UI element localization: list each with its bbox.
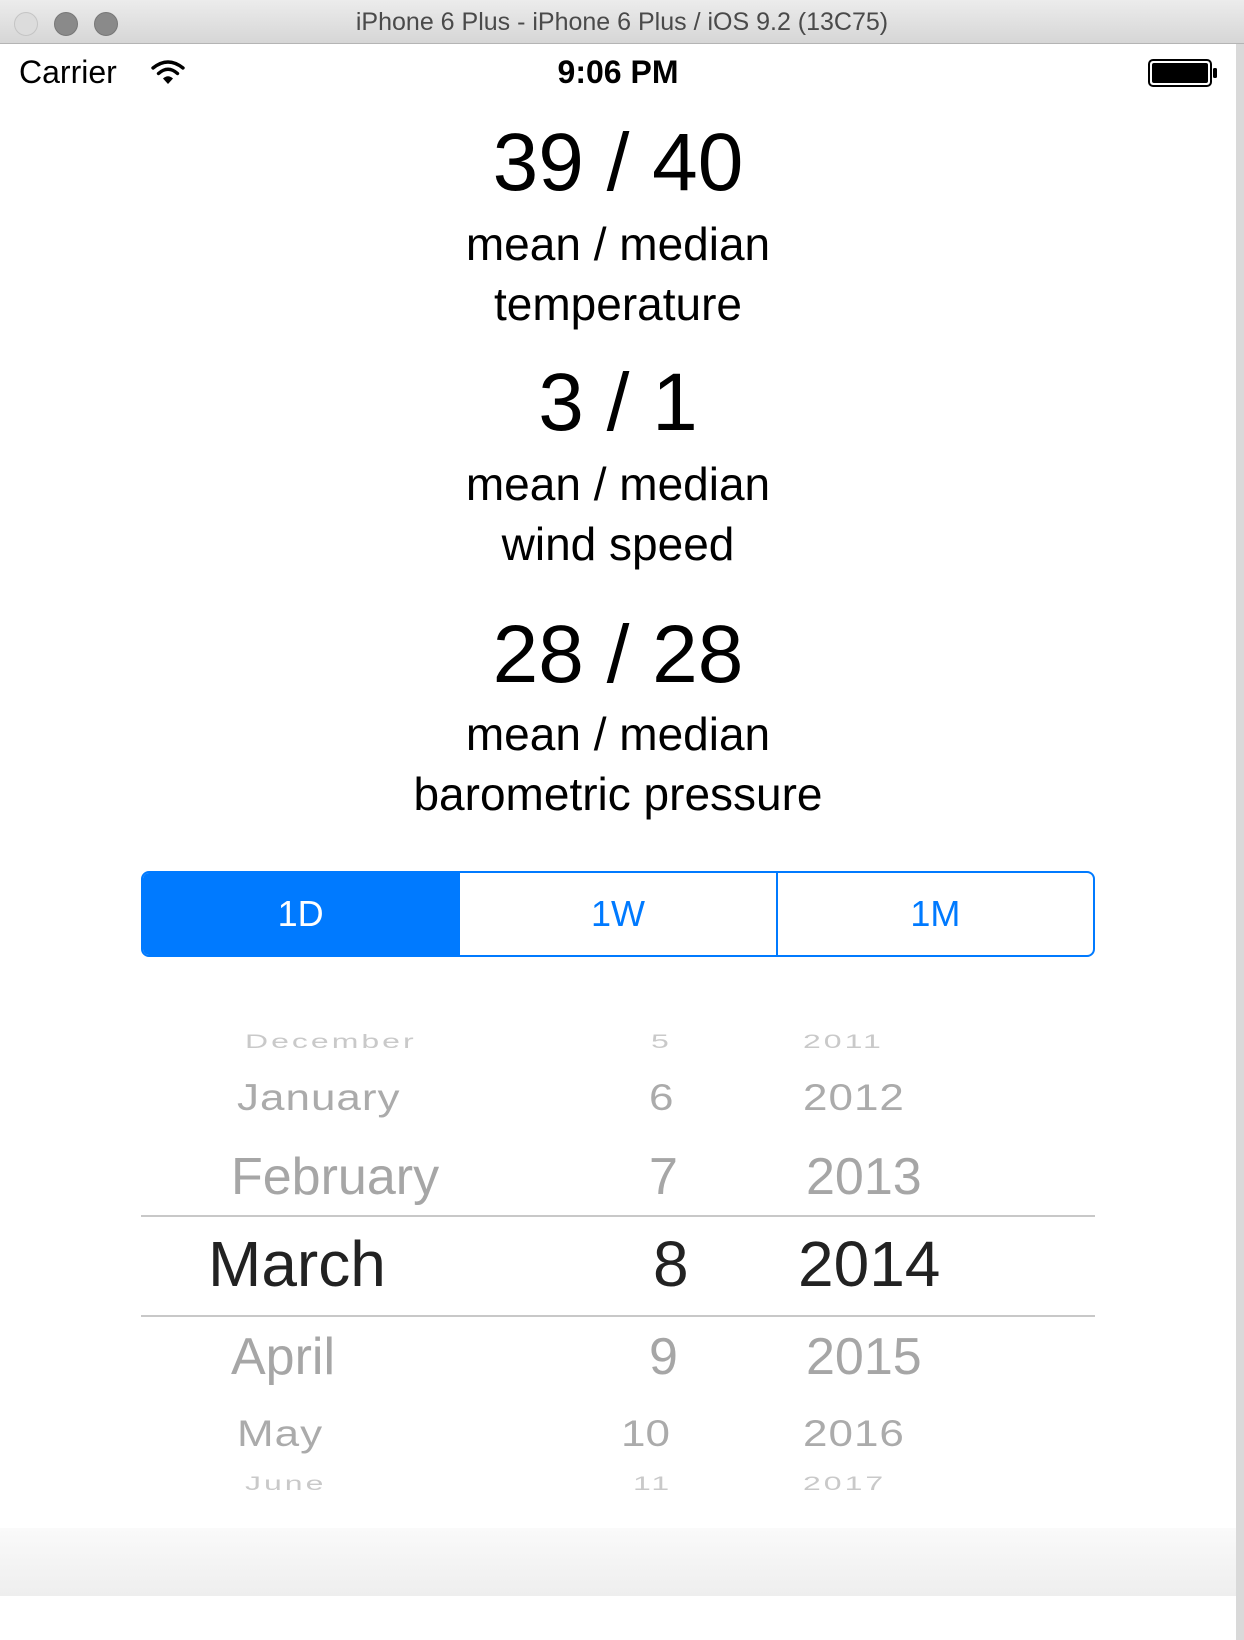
wind-speed-caption: mean / median	[465, 458, 771, 510]
picker-month-item[interactable]: May	[237, 1412, 324, 1455]
picker-year-item[interactable]: 2011	[803, 1030, 884, 1052]
picker-day-item[interactable]: 7	[649, 1148, 678, 1206]
temperature-label: temperature	[493, 278, 742, 330]
picker-year-item[interactable]: 2016	[803, 1412, 905, 1455]
picker-month-item[interactable]: April	[231, 1328, 336, 1386]
pressure-label: barometric pressure	[413, 768, 823, 820]
window-edge	[1236, 44, 1244, 1640]
date-picker[interactable]: December January February March April Ma…	[141, 1005, 1095, 1530]
picker-month-selected[interactable]: March	[208, 1228, 386, 1300]
time-range-segmented-control: 1D 1W 1M	[141, 871, 1095, 957]
pressure-value: 28 / 28	[492, 609, 744, 700]
picker-year-item[interactable]: 2012	[803, 1076, 905, 1119]
wind-speed-label: wind speed	[501, 518, 735, 570]
segment-1m[interactable]: 1M	[775, 873, 1093, 955]
picker-selection-bottom-line	[141, 1315, 1095, 1317]
picker-day-item[interactable]: 5	[651, 1030, 669, 1052]
battery-icon	[1148, 59, 1217, 87]
window-title: iPhone 6 Plus - iPhone 6 Plus / iOS 9.2 …	[355, 8, 889, 36]
picker-month-item[interactable]: June	[245, 1472, 327, 1494]
temperature-caption: mean / median	[465, 218, 771, 270]
picker-day-item[interactable]: 11	[633, 1472, 673, 1494]
picker-month-item[interactable]: December	[245, 1030, 417, 1052]
temperature-value: 39 / 40	[492, 117, 744, 208]
picker-day-item[interactable]: 6	[649, 1076, 674, 1119]
close-window-button[interactable]	[14, 12, 38, 36]
picker-selection-top-line	[141, 1215, 1095, 1217]
picker-year-item[interactable]: 2015	[806, 1328, 922, 1386]
segment-1d[interactable]: 1D	[143, 873, 459, 955]
segment-1w[interactable]: 1W	[458, 873, 775, 955]
picker-year-selected[interactable]: 2014	[798, 1228, 941, 1300]
picker-day-selected[interactable]: 8	[653, 1228, 689, 1300]
wifi-icon	[151, 60, 185, 84]
picker-day-item[interactable]: 9	[649, 1328, 678, 1386]
window-titlebar: iPhone 6 Plus - iPhone 6 Plus / iOS 9.2 …	[0, 0, 1244, 44]
picker-day-item[interactable]: 10	[621, 1412, 670, 1455]
picker-year-item[interactable]: 2017	[803, 1472, 887, 1494]
picker-month-item[interactable]: January	[237, 1076, 401, 1119]
wind-speed-value: 3 / 1	[538, 357, 698, 448]
status-time: 9:06 PM	[557, 54, 679, 90]
picker-year-item[interactable]: 2013	[806, 1148, 922, 1206]
picker-month-item[interactable]: February	[231, 1148, 440, 1206]
bottom-toolbar	[0, 1528, 1236, 1596]
pressure-caption: mean / median	[465, 708, 771, 760]
minimize-window-button[interactable]	[54, 12, 78, 36]
device-screen: Carrier 9:06 PM 39 / 40 mean / median te…	[0, 44, 1236, 1640]
zoom-window-button[interactable]	[94, 12, 118, 36]
carrier-label: Carrier	[19, 54, 117, 90]
